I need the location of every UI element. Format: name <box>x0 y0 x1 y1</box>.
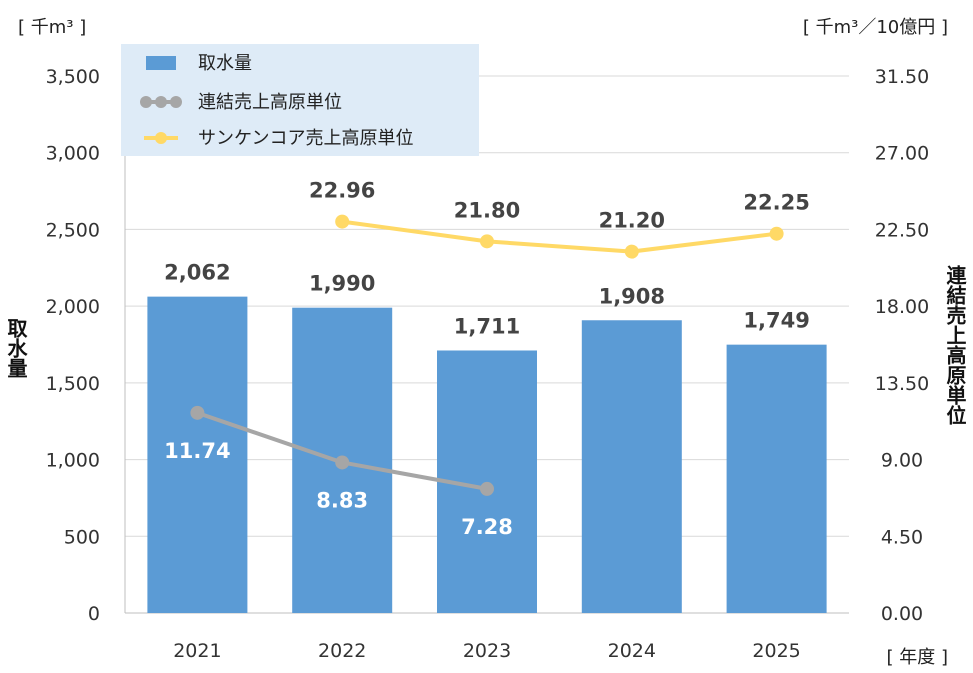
legend-label-yellow-line: サンケンコア売上高原単位 <box>198 128 413 149</box>
sanken-core-intensity-value-label: 21.80 <box>454 198 520 222</box>
consolidated-intensity-point <box>190 405 205 420</box>
right-tick-label: 13.50 <box>875 373 929 395</box>
right-unit-label: [ 千m³／10億円 ] <box>803 17 948 38</box>
legend: 取水量 連結売上高原単位 サンケンコア売上高原単位 <box>121 44 479 156</box>
sanken-core-intensity-value-label: 22.25 <box>743 191 809 215</box>
legend-swatch-yellow-line <box>144 132 178 144</box>
x-tick-label: 2025 <box>752 640 800 662</box>
right-tick-label: 9.00 <box>881 450 923 472</box>
consolidated-intensity-value-label: 7.28 <box>461 515 513 539</box>
tick-labels: 0 0.00 500 4.50 1,000 9.00 1,500 13.50 2,000 18.0… <box>46 66 930 662</box>
sanken-core-intensity-line <box>341 219 777 254</box>
right-tick-label: 4.50 <box>881 526 923 548</box>
bar-value-label: 1,908 <box>599 284 665 308</box>
right-tick-label: 0.00 <box>881 603 923 625</box>
bar-value-label: 1,749 <box>743 309 809 333</box>
bar-value-label: 1,990 <box>309 272 375 296</box>
legend-swatch-gray-line <box>140 96 182 108</box>
left-tick-label: 1,000 <box>46 450 100 472</box>
left-axis-title: 取水量 <box>4 318 28 378</box>
bar <box>581 320 682 613</box>
line-series <box>190 214 784 496</box>
bar-value-label: 1,711 <box>454 314 520 338</box>
sanken-core-intensity-point <box>480 234 494 249</box>
bar-series <box>147 296 827 613</box>
consolidated-intensity-point <box>335 455 350 470</box>
left-tick-label: 2,500 <box>46 219 100 241</box>
x-tick-label: 2021 <box>173 640 221 662</box>
bar-value-label: 2,062 <box>164 261 230 285</box>
x-tick-label: 2024 <box>608 640 656 662</box>
sanken-core-intensity-point <box>769 226 784 241</box>
right-tick-label: 27.00 <box>875 143 929 165</box>
left-tick-label: 500 <box>64 526 100 548</box>
bar <box>726 344 827 613</box>
legend-label-bar: 取水量 <box>198 53 252 74</box>
x-tick-label: 2023 <box>463 640 511 662</box>
legend-swatch-bar <box>146 56 176 70</box>
sanken-core-intensity-value-label: 22.96 <box>309 179 375 203</box>
left-unit-label: [ 千m³ ] <box>18 17 86 38</box>
sanken-core-intensity-point <box>624 244 639 259</box>
right-tick-label: 22.50 <box>875 219 929 241</box>
legend-label-gray-line: 連結売上高原単位 <box>198 92 342 113</box>
left-tick-label: 1,500 <box>46 373 100 395</box>
right-axis-title: 連結売上高原単位 <box>943 264 967 425</box>
left-tick-label: 2,000 <box>46 296 100 318</box>
x-unit-label: [ 年度 ] <box>887 647 949 668</box>
left-tick-label: 0 <box>88 603 100 625</box>
right-tick-label: 18.00 <box>875 296 929 318</box>
consolidated-intensity-point <box>480 481 494 496</box>
sanken-core-intensity-value-label: 21.20 <box>599 209 665 233</box>
bar <box>147 296 248 613</box>
consolidated-intensity-value-label: 8.83 <box>316 488 368 512</box>
left-tick-label: 3,000 <box>46 143 100 165</box>
right-tick-label: 31.50 <box>875 66 929 88</box>
left-tick-label: 3,500 <box>46 66 100 88</box>
data-labels: 2,062 1,990 1,711 1,908 1,749 11.74 8.83 7.28 22… <box>164 179 810 539</box>
x-tick-label: 2022 <box>318 640 366 662</box>
consolidated-intensity-value-label: 11.74 <box>164 439 230 463</box>
sanken-core-intensity-point <box>335 214 350 229</box>
